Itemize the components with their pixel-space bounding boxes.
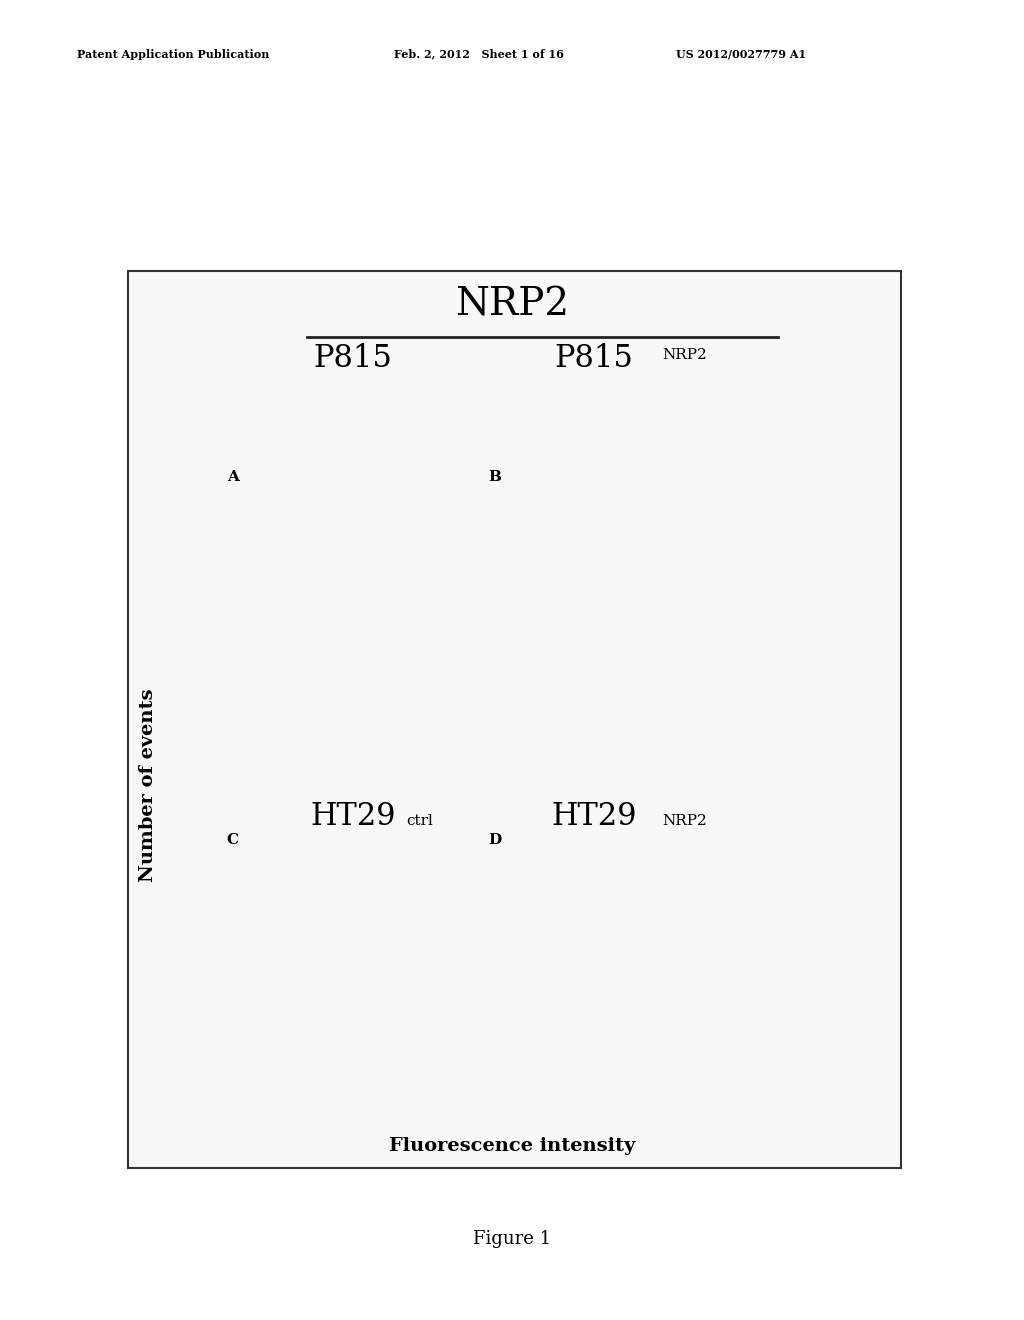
Text: B: B	[488, 470, 502, 484]
Text: Fluorescence intensity: Fluorescence intensity	[389, 1137, 635, 1155]
Y-axis label: # EVTs: # EVTs	[220, 594, 224, 614]
Text: D: D	[488, 833, 502, 847]
Text: Patent Application Publication: Patent Application Publication	[77, 49, 269, 59]
X-axis label: Fs G1 real 4th2db1c: Fs G1 real 4th2db1c	[333, 738, 389, 743]
Y-axis label: # EVTs: # EVTs	[215, 957, 220, 977]
Text: C: C	[226, 833, 239, 847]
X-axis label: Fs V/NP 4th2db1c: Fs V/NP 4th2db1c	[600, 738, 648, 743]
X-axis label: Grn a: Grn a	[616, 1101, 632, 1106]
Text: HT29: HT29	[310, 801, 396, 832]
Text: Feb. 2, 2012   Sheet 1 of 16: Feb. 2, 2012 Sheet 1 of 16	[394, 49, 564, 59]
Text: ctrl: ctrl	[407, 813, 433, 828]
Text: US 2012/0027779 A1: US 2012/0027779 A1	[676, 49, 806, 59]
Text: NRP2: NRP2	[663, 348, 708, 363]
Text: HT29: HT29	[551, 801, 637, 832]
Text: A: A	[226, 470, 239, 484]
Text: NRP2: NRP2	[455, 286, 569, 323]
Y-axis label: # EVTs: # EVTs	[483, 594, 487, 614]
Text: NRP2: NRP2	[663, 813, 708, 828]
X-axis label: Grn a: Grn a	[353, 1101, 369, 1106]
Text: P815: P815	[554, 343, 634, 374]
Text: Number of events: Number of events	[139, 689, 158, 882]
Text: Figure 1: Figure 1	[473, 1230, 551, 1249]
Text: P815: P815	[313, 343, 393, 374]
Y-axis label: # EVTs: # EVTs	[483, 957, 487, 977]
